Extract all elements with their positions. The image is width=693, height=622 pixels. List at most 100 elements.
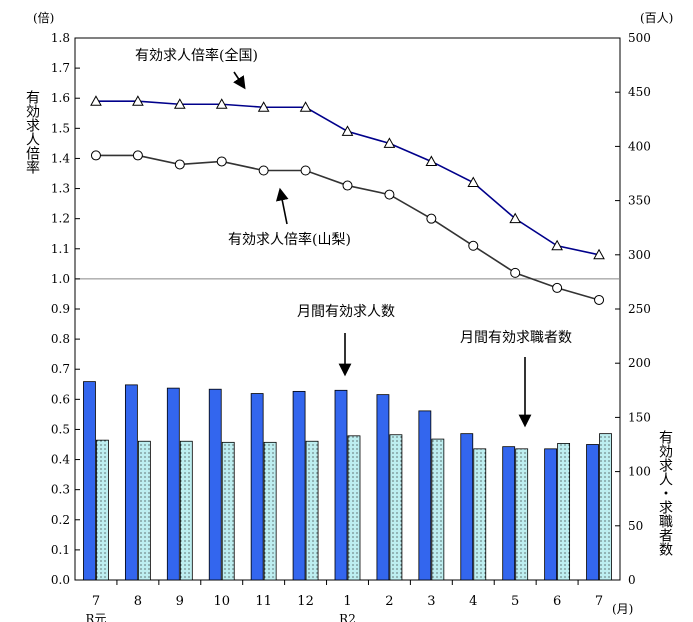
left-axis-title: 有効求人倍率	[24, 90, 40, 174]
yamanashi-ratio-point	[468, 240, 479, 251]
national-ratio-point	[215, 98, 228, 109]
national-ratio-point	[257, 101, 270, 112]
left-axis-tick-label: 1.4	[51, 151, 70, 165]
x-axis-tick-label: 7	[92, 594, 100, 609]
job-seekers-bar	[473, 448, 487, 581]
yamanashi-ratio-point	[300, 165, 311, 176]
yamanashi-ratio-point	[510, 267, 521, 278]
right-axis-tick-label: 100	[628, 465, 651, 479]
job-seekers-bar	[431, 438, 445, 581]
job-offers-bar	[544, 448, 558, 581]
left-axis-tick-label: 0.5	[51, 422, 70, 436]
yamanashi-ratio-line	[95, 154, 600, 301]
job-offers-bar	[418, 410, 432, 581]
left-axis-tick-label: 0.9	[51, 302, 70, 316]
annotation-national: 有効求人倍率(全国)	[135, 47, 258, 64]
job-seekers-bar	[263, 441, 277, 581]
x-axis-tick-label: 11	[255, 594, 272, 609]
left-axis-tick-label: 1.8	[51, 31, 70, 45]
annotation-national-arrow	[233, 71, 246, 90]
right-axis-tick-label: 350	[628, 194, 651, 208]
job-seekers-bar	[96, 439, 109, 581]
yamanashi-ratio-point	[426, 213, 437, 224]
x-axis-tick-label: 7	[595, 594, 603, 609]
left-axis-tick-label: 0.0	[51, 573, 70, 587]
yamanashi-ratio-point	[132, 150, 143, 161]
axes-layer: 0.0 0.1 0.2 0.3 0.4 0.5 0.6 0.7 0.8 0.9 1.0 1.1 1.2 1…	[33, 10, 673, 622]
x-axis-tick-label: 5	[511, 594, 519, 609]
left-axis-tick-label: 1.2	[51, 212, 70, 226]
x-axis-tick-label: 1	[343, 594, 351, 609]
national-ratio-point	[509, 212, 522, 224]
left-axis-tick-label: 0.1	[51, 543, 70, 557]
job-offers-bar	[250, 393, 264, 581]
x-axis-tick-label: 2	[385, 594, 393, 609]
national-ratio-point	[173, 98, 186, 109]
x-axis-tick-label: 6	[553, 594, 561, 609]
right-axis-tick-label: 150	[628, 410, 651, 424]
national-ratio-point	[341, 125, 354, 136]
right-axis-tick-label: 0	[628, 573, 636, 587]
yamanashi-ratio-point	[342, 180, 353, 191]
annotation-offers: 月間有効求人数	[297, 304, 395, 320]
left-axis-tick-label: 0.2	[51, 513, 70, 527]
national-ratio-point	[593, 248, 605, 260]
x-axis-tick-label: 8	[134, 594, 142, 609]
job-seekers-bar	[515, 448, 529, 581]
left-axis-tick-label: 0.3	[51, 483, 70, 497]
annotation-seekers: 月間有効求職者数	[460, 330, 572, 346]
job-offers-bar	[334, 389, 348, 581]
left-axis-tick-label: 1.0	[51, 272, 70, 286]
job-seekers-bar	[389, 434, 403, 581]
left-axis-tick-label: 1.1	[51, 242, 70, 256]
job-offers-bar	[124, 384, 138, 581]
x-axis-tick-label: 9	[176, 594, 184, 609]
job-seekers-bar	[137, 440, 151, 581]
left-axis-tick-label: 1.5	[51, 121, 70, 135]
national-ratio-point	[299, 101, 312, 112]
yamanashi-ratio-point	[90, 150, 101, 161]
right-axis-tick-label: 450	[628, 85, 651, 99]
x-axis-tick-label: 3	[427, 594, 435, 609]
left-axis-tick-label: 1.6	[51, 91, 70, 105]
job-offers-bar	[502, 446, 516, 581]
job-seekers-bar	[305, 440, 319, 581]
national-ratio-point	[551, 239, 563, 251]
yamanashi-ratio-point	[258, 165, 269, 176]
national-ratio-point	[425, 155, 438, 166]
job-seekers-bar	[179, 440, 193, 581]
yamanashi-ratio-point	[216, 156, 227, 167]
job-seekers-bar	[599, 433, 612, 581]
right-axis-tick-label: 50	[628, 519, 643, 533]
yamanashi-ratio-point	[384, 189, 395, 200]
left-axis-unit: (倍)	[33, 10, 54, 25]
left-axis-tick-label: 0.4	[51, 453, 70, 467]
right-axis-tick-label: 500	[628, 31, 651, 45]
left-axis-tick-label: 0.6	[51, 392, 70, 406]
job-seekers-bar	[557, 443, 571, 581]
job-seekers-bar	[347, 435, 361, 581]
job-offers-bar	[208, 388, 222, 581]
job-offers-bar	[460, 433, 474, 581]
annotation-yamanashi-arrow	[275, 187, 289, 225]
x-axis-unit: (月)	[612, 602, 633, 616]
bars-layer	[83, 381, 612, 581]
right-axis-tick-label: 200	[628, 356, 651, 370]
left-axis-tick-label: 1.3	[51, 182, 70, 196]
national-ratio-point	[90, 95, 102, 106]
job-offers-bar	[586, 444, 599, 581]
national-ratio-point	[132, 95, 144, 106]
right-axis-unit: (百人)	[640, 11, 673, 25]
job-offers-bar	[376, 394, 390, 581]
job-offers-bar	[292, 390, 306, 581]
national-ratio-point	[467, 176, 480, 188]
x-axis-tick-label: 4	[469, 594, 477, 609]
left-axis-tick-label: 0.7	[51, 362, 70, 376]
right-axis-tick-label: 300	[628, 248, 651, 262]
x-axis-tick-label: 12	[297, 594, 314, 609]
right-axis-title: 有効求人・求職者数	[657, 430, 673, 556]
x-axis-tick-label: 10	[213, 594, 230, 609]
left-axis-tick-label: 0.8	[51, 332, 70, 346]
right-axis-tick-label: 250	[628, 302, 651, 316]
